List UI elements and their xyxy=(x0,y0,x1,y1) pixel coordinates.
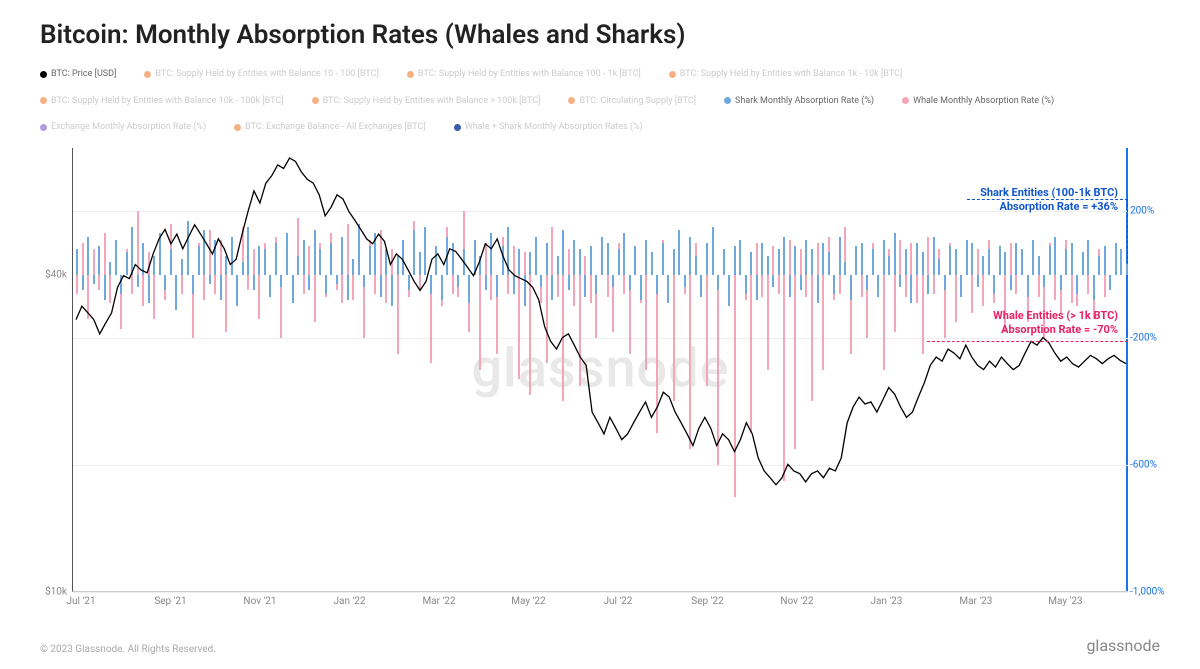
legend-item[interactable]: Whale Monthly Absorption Rate (%) xyxy=(902,95,1054,108)
x-tick-label: Nov '22 xyxy=(780,596,813,607)
x-tick-label: Sep '22 xyxy=(691,596,723,607)
footer: © 2023 Glassnode. All Rights Reserved. g… xyxy=(40,636,1160,655)
x-tick-label: Mar '23 xyxy=(959,596,992,607)
copyright-text: © 2023 Glassnode. All Rights Reserved. xyxy=(40,644,216,655)
legend-label: BTC: Supply Held by Entities with Balanc… xyxy=(680,68,902,81)
legend-dot-icon xyxy=(144,71,151,78)
shark-annotation: Shark Entities (100-1k BTC)Absorption Ra… xyxy=(980,186,1118,215)
x-tick-label: May '23 xyxy=(1048,596,1082,607)
legend-dot-icon xyxy=(568,97,575,104)
x-tick-label: Jul '21 xyxy=(67,596,96,607)
x-tick-label: Mar '22 xyxy=(422,596,455,607)
legend-dot-icon xyxy=(407,71,414,78)
legend-item[interactable]: BTC: Circulating Supply [BTC] xyxy=(568,95,696,108)
shark-annotation-line2: Absorption Rate = +36% xyxy=(980,200,1118,214)
whale-annotation-line2: Absorption Rate = -70% xyxy=(993,323,1118,337)
chart-container: Bitcoin: Monthly Absorption Rates (Whale… xyxy=(0,0,1200,669)
plot-area: glassnode 200%-200%-600%-1,000%$10k$40kJ… xyxy=(72,148,1128,592)
legend-item[interactable]: BTC: Supply Held by Entities with Balanc… xyxy=(312,95,541,108)
y-right-tick-label: -600% xyxy=(1130,459,1170,470)
legend-item[interactable]: BTC: Supply Held by Entities with Balanc… xyxy=(669,68,902,81)
legend-dot-icon xyxy=(40,97,47,104)
legend-item[interactable]: BTC: Supply Held by Entities with Balanc… xyxy=(407,68,641,81)
x-tick-label: Sep '21 xyxy=(154,596,186,607)
x-tick-label: May '22 xyxy=(511,596,545,607)
legend-label: BTC: Supply Held by Entities with Balanc… xyxy=(51,95,284,108)
x-tick-label: Jan '23 xyxy=(870,596,902,607)
legend-dot-icon xyxy=(40,124,47,131)
legend-label: BTC: Supply Held by Entities with Balanc… xyxy=(418,68,641,81)
brand-logo: glassnode xyxy=(1086,636,1160,655)
legend-label: Whale Monthly Absorption Rate (%) xyxy=(913,95,1054,108)
legend-item[interactable]: Exchange Monthly Absorption Rate (%) xyxy=(40,121,206,134)
y-right-tick-label: 200% xyxy=(1130,206,1170,217)
y-left-tick-label: $40k xyxy=(39,270,67,281)
legend-dot-icon xyxy=(40,71,47,78)
legend: BTC: Price [USD] BTC: Supply Held by Enti… xyxy=(40,68,1160,134)
legend-dot-icon xyxy=(454,124,461,131)
shark-annotation-line1: Shark Entities (100-1k BTC) xyxy=(980,186,1118,200)
legend-label: Shark Monthly Absorption Rate (%) xyxy=(735,95,874,108)
legend-label: BTC: Exchange Balance - All Exchanges [B… xyxy=(245,121,426,134)
whale-annotation-line1: Whale Entities (> 1k BTC) xyxy=(993,309,1118,323)
legend-label: BTC: Price [USD] xyxy=(51,68,116,81)
legend-label: Whale + Shark Monthly Absorption Rates (… xyxy=(465,121,643,134)
legend-item[interactable]: BTC: Supply Held by Entities with Balanc… xyxy=(144,68,378,81)
y-left-tick-label: $10k xyxy=(39,586,67,597)
legend-label: BTC: Supply Held by Entities with Balanc… xyxy=(323,95,541,108)
chart-title: Bitcoin: Monthly Absorption Rates (Whale… xyxy=(40,20,1160,50)
whale-annotation: Whale Entities (> 1k BTC)Absorption Rate… xyxy=(993,309,1118,338)
y-right-tick-label: -1,000% xyxy=(1130,586,1170,597)
x-tick-label: Jan '22 xyxy=(333,596,365,607)
legend-item[interactable]: Shark Monthly Absorption Rate (%) xyxy=(724,95,874,108)
legend-label: BTC: Circulating Supply [BTC] xyxy=(579,95,696,108)
legend-item[interactable]: Whale + Shark Monthly Absorption Rates (… xyxy=(454,121,643,134)
legend-dot-icon xyxy=(724,97,731,104)
legend-item[interactable]: BTC: Price [USD] xyxy=(40,68,116,81)
legend-item[interactable]: BTC: Exchange Balance - All Exchanges [B… xyxy=(234,121,426,134)
y-right-tick-label: -200% xyxy=(1130,333,1170,344)
grid-line xyxy=(73,592,1128,593)
legend-label: BTC: Supply Held by Entities with Balanc… xyxy=(155,68,378,81)
chart-area: glassnode 200%-200%-600%-1,000%$10k$40kJ… xyxy=(40,140,1160,610)
legend-dot-icon xyxy=(669,71,676,78)
legend-dot-icon xyxy=(234,124,241,131)
legend-dot-icon xyxy=(312,97,319,104)
legend-dot-icon xyxy=(902,97,909,104)
legend-label: Exchange Monthly Absorption Rate (%) xyxy=(51,121,206,134)
x-tick-label: Jul '22 xyxy=(603,596,632,607)
legend-item[interactable]: BTC: Supply Held by Entities with Balanc… xyxy=(40,95,284,108)
x-tick-label: Nov '21 xyxy=(243,596,276,607)
